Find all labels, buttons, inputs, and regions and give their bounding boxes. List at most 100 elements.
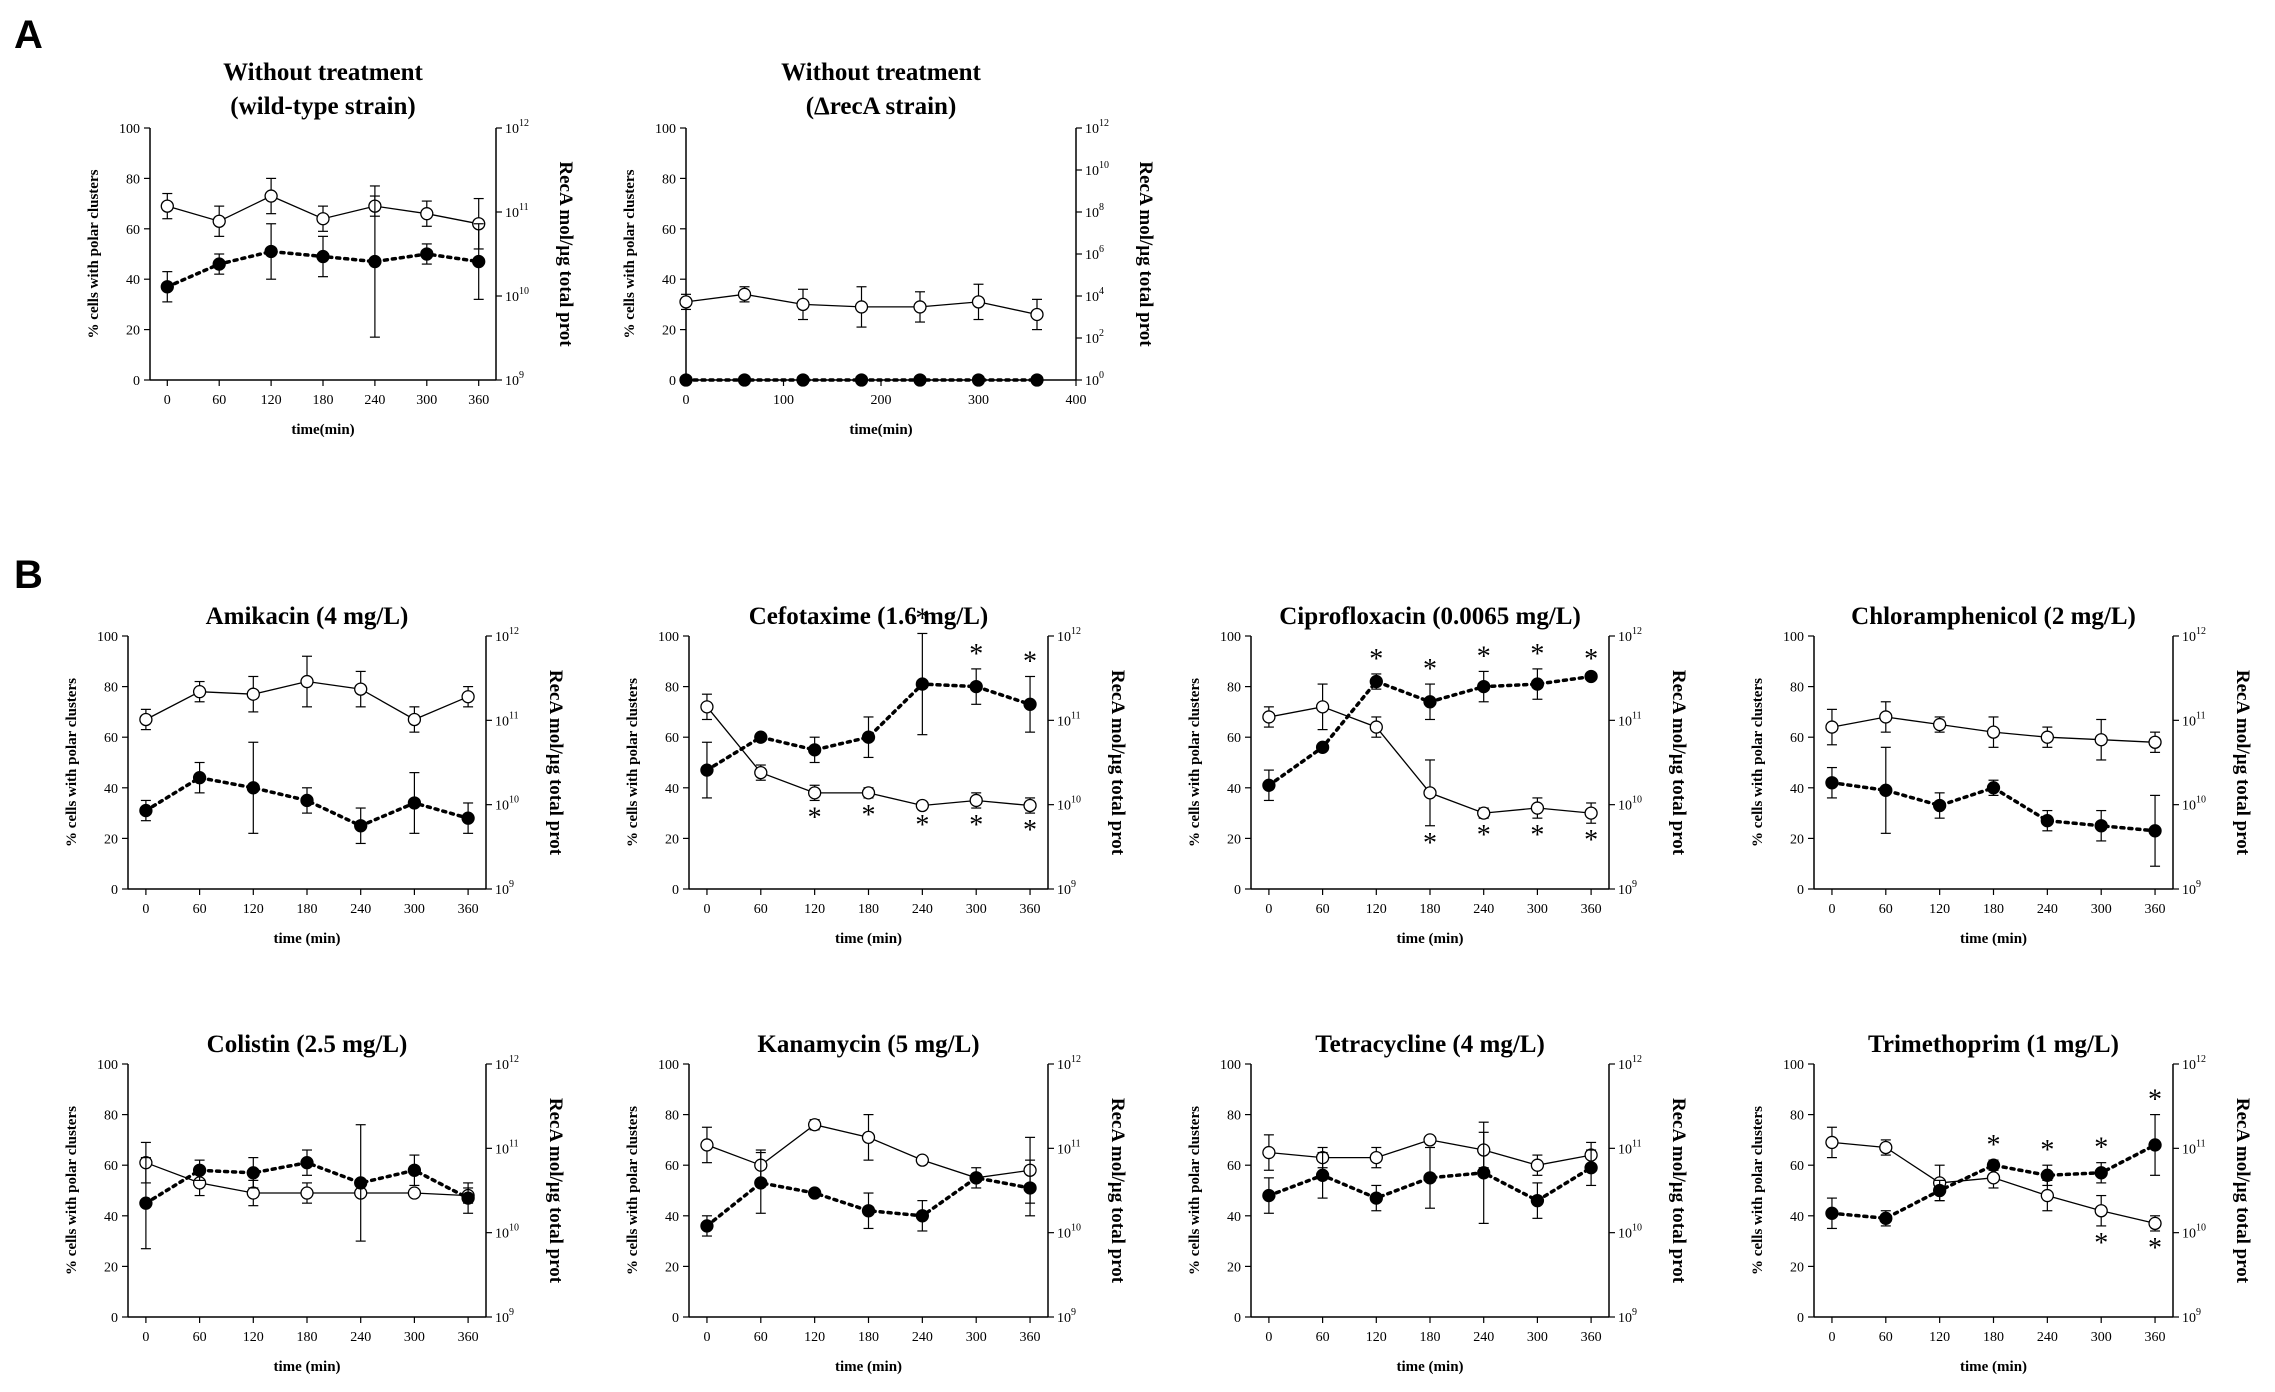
data-point-polar [1825, 720, 1839, 734]
data-point-polar [1315, 700, 1330, 714]
x-tick-label: 180 [858, 902, 879, 917]
y-tick-label: 0 [1797, 883, 1804, 898]
y-axis-label-left: % cells with polar clusters [622, 169, 638, 338]
data-point-polar [737, 287, 752, 301]
y-right-tick-label: 109 [1618, 1307, 1637, 1326]
y-tick-label: 100 [1783, 630, 1804, 645]
y-tick-label: 20 [665, 832, 679, 847]
y-tick-label: 60 [104, 1159, 118, 1174]
data-point-polar [754, 765, 768, 780]
panel-label-a: A [14, 13, 43, 57]
data-point-reca [1369, 1191, 1383, 1205]
data-point-reca [1423, 1171, 1437, 1185]
data-point-polar [1530, 801, 1545, 815]
y-tick-label: 80 [104, 681, 118, 696]
y-tick-label: 20 [1227, 832, 1241, 847]
data-point-reca [2094, 819, 2108, 833]
data-point-reca [354, 1176, 368, 1190]
y-tick-label: 40 [662, 273, 676, 288]
y-tick-label: 40 [1227, 782, 1241, 797]
chart-title: (wild-type strain) [230, 93, 415, 120]
x-tick-label: 180 [297, 902, 318, 917]
data-point-polar [796, 297, 810, 312]
chart-kanamycin: Kanamycin (5 mg/L) 0 20 40 60 80 100 0 60 120 180 2… [625, 1031, 1128, 1375]
x-tick-label: 0 [703, 902, 710, 917]
x-tick-label: 240 [912, 902, 933, 917]
data-point-reca [354, 819, 368, 833]
y-right-tick-label: 1012 [1618, 1054, 1642, 1073]
data-point-reca [2148, 1138, 2162, 1152]
y-axis-label-right: RecA mol/µg total prot [1668, 1098, 1689, 1284]
significance-star: * [1477, 820, 1491, 851]
x-tick-label: 0 [703, 1330, 710, 1345]
y-tick-label: 0 [111, 1311, 118, 1326]
y-tick-label: 60 [1790, 731, 1804, 746]
chart-title: Tetracycline (4 mg/L) [1315, 1031, 1545, 1058]
chart-title: Ciprofloxacin (0.0065 mg/L) [1279, 603, 1581, 630]
y-right-tick-label: 1012 [1618, 626, 1642, 645]
data-point-reca [1825, 776, 1839, 790]
data-point-polar [700, 1138, 714, 1152]
y-tick-label: 40 [104, 1210, 118, 1225]
significance-star: * [1023, 646, 1037, 677]
data-point-polar [2040, 730, 2054, 744]
data-point-reca [679, 373, 693, 387]
chart-title: Chloramphenicol (2 mg/L) [1851, 603, 2136, 630]
data-point-reca [1530, 677, 1545, 691]
y-right-tick-label: 1011 [1057, 710, 1081, 729]
y-tick-label: 100 [1220, 630, 1241, 645]
y-tick-label: 100 [119, 122, 140, 137]
y-axis-label-left: % cells with polar clusters [64, 678, 80, 847]
x-tick-label: 240 [1473, 1330, 1494, 1345]
x-tick-label: 240 [2037, 902, 2058, 917]
data-point-polar [700, 700, 714, 714]
significance-star: * [1584, 644, 1598, 675]
y-tick-label: 0 [672, 883, 679, 898]
data-point-reca [2094, 1166, 2108, 1180]
x-tick-label: 300 [1527, 902, 1548, 917]
data-point-reca [796, 373, 810, 387]
y-tick-label: 100 [658, 630, 679, 645]
significance-star: * [808, 802, 822, 833]
y-right-tick-label: 1011 [1618, 710, 1642, 729]
significance-star: * [1423, 828, 1437, 859]
y-axis-label-right: RecA mol/µg total prot [545, 670, 566, 856]
data-point-reca [1477, 1166, 1491, 1180]
data-point-polar [461, 690, 475, 704]
significance-star: * [2094, 1133, 2108, 1164]
y-right-tick-label: 1011 [505, 202, 529, 221]
y-right-tick-label: 109 [1618, 879, 1637, 898]
x-tick-label: 300 [416, 393, 437, 408]
data-point-polar [1933, 717, 1947, 732]
x-axis-label: time (min) [1396, 1359, 1463, 1375]
y-axis-label-left: % cells with polar clusters [86, 169, 102, 338]
data-point-polar [971, 295, 986, 309]
data-point-polar [2148, 735, 2162, 749]
y-right-tick-label: 1011 [495, 710, 519, 729]
data-point-reca [1825, 1206, 1839, 1220]
data-point-reca [407, 1163, 422, 1177]
data-point-polar [861, 786, 876, 800]
y-right-tick-label: 1010 [2182, 1223, 2206, 1242]
panel-label-b: B [14, 553, 43, 597]
x-axis-label: time(min) [291, 422, 354, 438]
data-point-polar [1423, 1133, 1437, 1147]
y-axis-label-left: % cells with polar clusters [1750, 1106, 1766, 1275]
y-tick-label: 20 [104, 1260, 118, 1275]
data-point-polar [2094, 733, 2108, 747]
y-tick-label: 40 [1790, 1210, 1804, 1225]
x-tick-label: 120 [243, 902, 264, 917]
data-point-reca [1986, 781, 2001, 795]
x-tick-label: 60 [212, 393, 226, 408]
data-point-polar [192, 685, 207, 699]
data-point-reca [808, 743, 822, 757]
x-tick-label: 360 [1581, 1330, 1602, 1345]
chart-title: Amikacin (4 mg/L) [206, 603, 409, 630]
data-point-polar [160, 199, 174, 213]
y-tick-label: 100 [658, 1058, 679, 1073]
x-tick-label: 300 [404, 1330, 425, 1345]
data-point-reca [1933, 798, 1947, 813]
y-right-tick-label: 102 [1085, 328, 1104, 347]
chart-title: (ΔrecA strain) [806, 93, 957, 120]
x-tick-label: 180 [1420, 1330, 1441, 1345]
